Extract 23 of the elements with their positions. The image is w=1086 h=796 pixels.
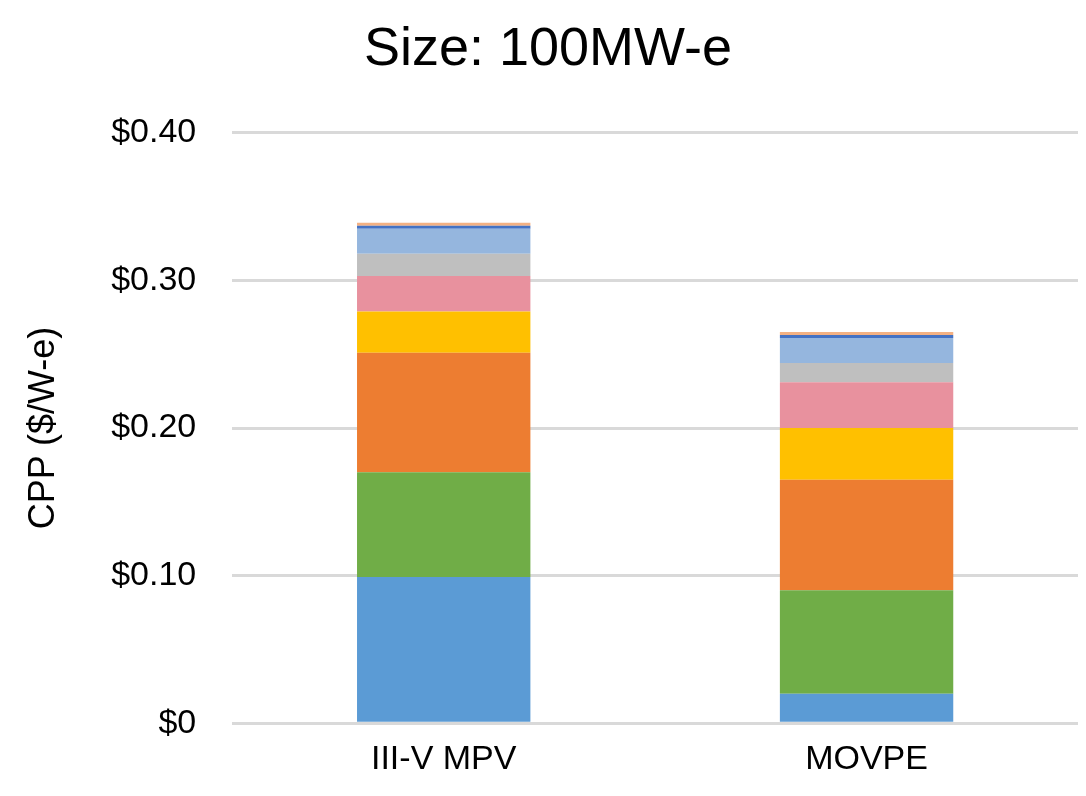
y-axis-title: CPP ($/W-e) [20,326,62,530]
bar [779,693,954,722]
y-tick-label: $0 [158,701,197,740]
bar [357,275,531,312]
x-tick-label: MOVPE [805,737,928,776]
bar [779,382,954,428]
y-tick-label: $0.40 [111,111,197,150]
bar [357,352,531,473]
bar [779,590,954,694]
bar [779,363,954,383]
bar [357,228,531,254]
bar [357,311,531,353]
bar [779,479,954,591]
bar [779,428,954,480]
bar [357,577,531,722]
y-tick-label: $0.30 [111,258,197,297]
bar [357,472,531,578]
y-tick-label: $0.20 [111,406,197,445]
y-tick-label: $0.10 [111,553,197,592]
chart-title: Size: 100MW-e [363,16,733,77]
bar [357,253,531,276]
bar [779,337,954,364]
x-tick-label: III-V MPV [370,737,517,776]
